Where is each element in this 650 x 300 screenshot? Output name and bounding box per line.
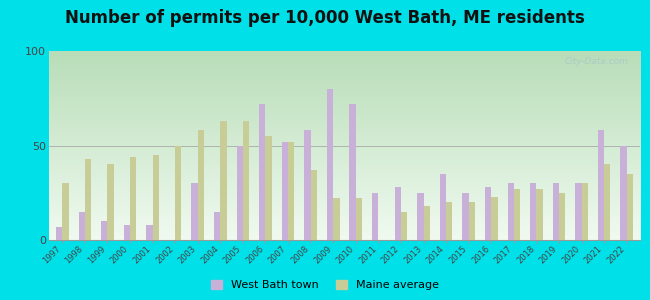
Bar (265, 136, 272, 240)
Bar (311, 170, 317, 240)
Bar (176, 146, 181, 240)
Bar (582, 183, 588, 240)
Bar (107, 164, 114, 240)
Bar (395, 187, 401, 240)
Bar (101, 221, 107, 240)
Bar (552, 183, 559, 240)
Bar (462, 193, 469, 240)
Bar (440, 174, 446, 240)
Bar (620, 146, 627, 240)
Bar (192, 183, 198, 240)
Bar (401, 212, 408, 240)
Bar (598, 130, 604, 240)
Bar (446, 202, 452, 240)
Bar (124, 225, 130, 240)
Bar (146, 225, 153, 240)
Bar (575, 183, 582, 240)
Bar (79, 212, 85, 240)
Bar (424, 206, 430, 240)
Bar (372, 193, 378, 240)
Bar (62, 183, 69, 240)
Bar (153, 155, 159, 240)
Bar (243, 121, 249, 240)
Bar (559, 193, 566, 240)
Bar (356, 198, 362, 240)
Bar (604, 164, 610, 240)
Bar (237, 146, 243, 240)
Bar (627, 174, 633, 240)
Bar (198, 130, 204, 240)
Bar (304, 130, 311, 240)
Bar (514, 189, 520, 240)
Text: Number of permits per 10,000 West Bath, ME residents: Number of permits per 10,000 West Bath, … (65, 9, 585, 27)
Bar (56, 227, 62, 240)
Bar (259, 104, 265, 240)
Bar (130, 157, 136, 240)
Bar (220, 121, 227, 240)
Bar (333, 198, 339, 240)
Bar (417, 193, 424, 240)
Bar (469, 202, 475, 240)
Bar (327, 89, 333, 240)
Bar (485, 187, 491, 240)
Bar (491, 196, 497, 240)
Bar (350, 104, 356, 240)
Bar (85, 159, 91, 240)
Bar (281, 142, 288, 240)
Bar (530, 183, 536, 240)
Bar (536, 189, 543, 240)
Text: City-Data.com: City-Data.com (564, 57, 629, 66)
Bar (214, 212, 220, 240)
Bar (508, 183, 514, 240)
Legend: West Bath town, Maine average: West Bath town, Maine average (207, 275, 443, 294)
Bar (288, 142, 294, 240)
